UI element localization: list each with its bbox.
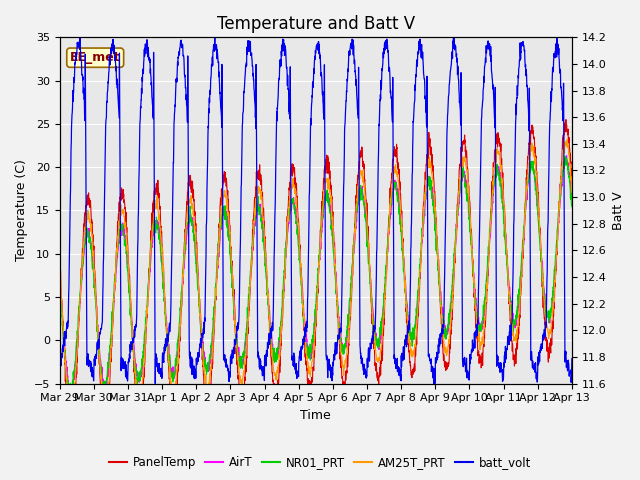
Y-axis label: Batt V: Batt V [612,191,625,230]
Legend: PanelTemp, AirT, NR01_PRT, AM25T_PRT, batt_volt: PanelTemp, AirT, NR01_PRT, AM25T_PRT, ba… [104,452,536,474]
X-axis label: Time: Time [300,409,331,422]
Y-axis label: Temperature (C): Temperature (C) [15,159,28,262]
Text: EE_met: EE_met [70,51,120,64]
Title: Temperature and Batt V: Temperature and Batt V [217,15,415,33]
